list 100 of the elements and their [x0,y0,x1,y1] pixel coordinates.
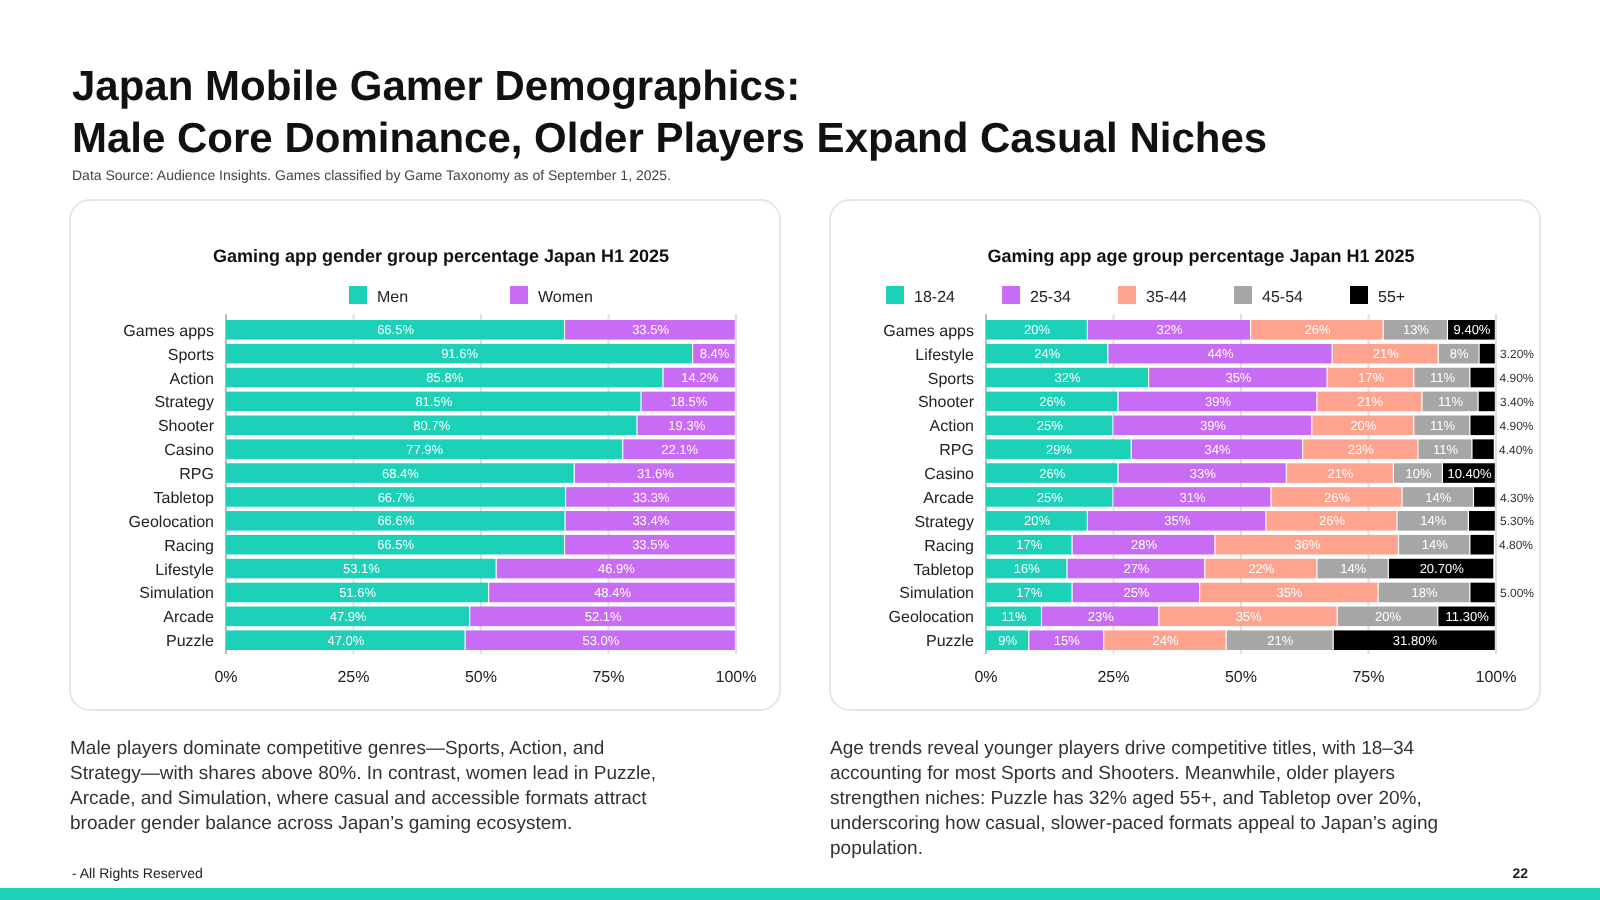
bar [1470,582,1495,603]
y-tick-label: Action [169,369,214,388]
bar [1470,534,1494,555]
y-tick-label: Games apps [883,321,974,340]
bar [986,343,1108,364]
bar [226,463,574,483]
bar [1251,320,1383,340]
bar [986,534,1072,555]
y-tick-label: Tabletop [913,560,976,579]
bar [1042,606,1159,627]
bar [226,320,564,340]
bar [623,439,735,459]
bar [1088,511,1266,531]
x-tick-label: 50% [1224,668,1258,686]
bar [1470,367,1495,388]
bar [1332,343,1438,364]
bar [986,582,1072,603]
y-tick-label: Games apps [123,321,214,340]
bar [1333,630,1495,650]
x-tick-label: 100% [1475,668,1517,686]
bar [1226,630,1333,650]
bar [226,439,623,459]
bar [1479,343,1495,364]
y-tick-label: Sports [167,345,214,364]
bar [226,534,564,555]
y-tick-label: Arcade [163,608,216,627]
bar [226,558,496,579]
bar [565,511,735,531]
bar [465,630,735,650]
bar [1118,463,1286,483]
bar [1088,320,1250,340]
bar [226,630,465,650]
legend-label: Women [538,288,593,306]
bar [986,391,1118,412]
bar [226,415,637,436]
y-tick-label: Tabletop [153,488,216,507]
legend-label: Men [377,288,409,306]
bar [1113,415,1312,436]
bar [565,534,735,555]
y-tick-label: Lifestyle [155,560,216,579]
y-tick-label: Simulation [899,584,974,603]
legend-label: 25-34 [1030,288,1073,306]
y-tick-label: Shooter [157,417,215,436]
bar [226,582,488,603]
bar [226,391,641,412]
text: Japan Mobile Gamer Demographics: Male Core Dominance, Older Players Expand Casual Niches [72,64,1268,162]
y-tick-label: Geolocation [888,608,974,627]
legend-label: 18-24 [914,288,957,306]
bar [1303,439,1418,459]
x-tick-label: 50% [464,668,498,686]
bar [1397,511,1468,531]
y-tick-label: Sports [927,369,974,388]
legend-label: 45-54 [1262,288,1305,306]
x-tick-label: 100% [715,668,757,686]
bar [986,367,1148,388]
bar [489,582,735,603]
bar [1205,558,1317,579]
y-tick-label: Casino [924,465,976,484]
y-tick-label: Action [929,417,974,436]
y-tick-label: Simulation [139,584,214,603]
x-tick-label: 75% [592,668,625,686]
bar [1067,558,1205,579]
bar [1472,439,1494,459]
bar [1286,463,1393,483]
bar [470,606,735,627]
bar [1418,439,1472,459]
bar [986,511,1087,531]
x-tick-label: 75% [1352,668,1385,686]
bar [226,487,565,507]
bar [1118,391,1317,412]
bar [986,439,1131,459]
bar [1131,439,1303,459]
chart-title: Gaming app gender group percentage Japan H1 2025 [212,246,670,266]
text: Age trends reveal younger players drive competitive titles, with 18–34 accounting for most Sports and Shooters. Meanwhile, older players strengthen niches: Puzzle has 32% aged 55+, and Tabletop over 20%, underscoring how casual, slower-paced formats appeal to Japan’s aging population. [830,738,1439,860]
bar [1470,415,1495,436]
bar [226,343,692,364]
bar [1474,487,1495,507]
y-tick-label: Strategy [914,512,974,531]
x-tick-label: 0% [214,668,238,686]
bar [986,415,1113,436]
bar [226,367,663,388]
legend-label: 35-44 [1146,288,1189,306]
y-tick-label: RPG [939,441,974,460]
x-tick-label: 25% [1097,668,1130,686]
bar [1215,534,1398,555]
x-tick-label: 25% [337,668,370,686]
bar [1468,511,1495,531]
bar [1159,606,1337,627]
legend-label: 55+ [1378,288,1406,306]
bar [566,487,735,507]
bar [1104,630,1226,650]
bar [496,558,735,579]
y-tick-label: Racing [924,536,974,555]
y-tick-label: RPG [179,465,214,484]
bar [1478,391,1495,412]
y-tick-label: Puzzle [165,632,216,651]
x-tick-label: 0% [974,668,998,686]
y-tick-label: Shooter [917,393,975,412]
bar [1271,487,1402,507]
bar [1072,582,1199,603]
